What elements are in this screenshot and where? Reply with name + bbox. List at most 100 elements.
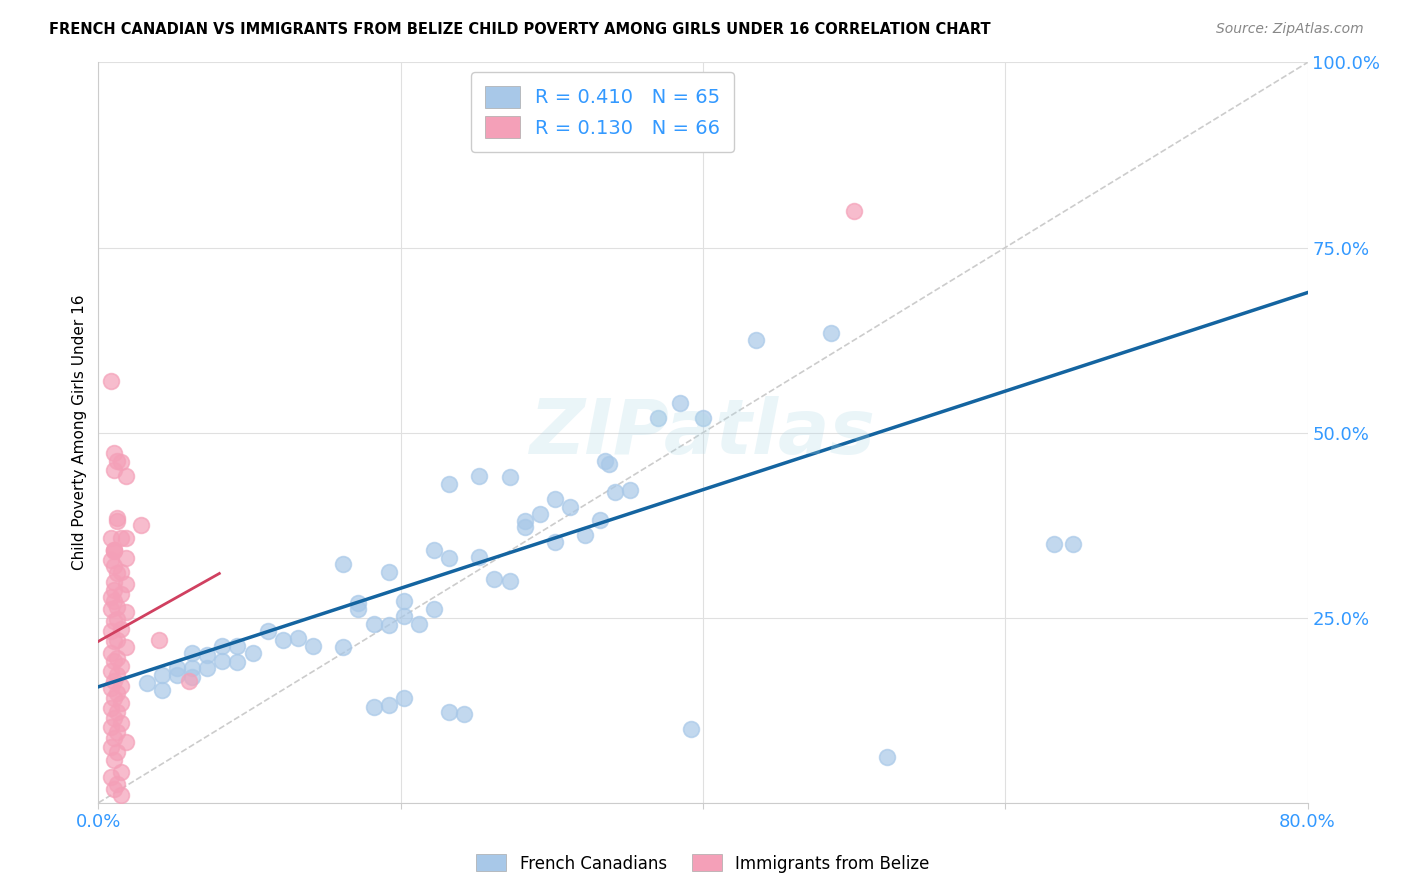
Point xyxy=(105,725,128,739)
Point xyxy=(593,454,616,468)
Point xyxy=(100,701,122,715)
Point xyxy=(105,668,128,682)
Point xyxy=(103,558,125,573)
Point xyxy=(100,553,122,567)
Point xyxy=(392,609,415,624)
Point xyxy=(105,777,128,791)
Point xyxy=(256,624,278,638)
Point xyxy=(114,577,136,591)
Point xyxy=(211,639,233,653)
Point xyxy=(226,655,249,669)
Point xyxy=(195,648,218,662)
Point xyxy=(271,632,294,647)
Point xyxy=(100,590,122,604)
Point xyxy=(377,698,399,712)
Point xyxy=(513,520,536,534)
Point xyxy=(1042,537,1064,551)
Point xyxy=(105,454,128,468)
Point xyxy=(105,510,128,524)
Point xyxy=(423,602,446,616)
Point xyxy=(593,76,616,90)
Point xyxy=(437,477,460,491)
Point xyxy=(876,750,898,764)
Point xyxy=(332,558,354,572)
Point xyxy=(110,789,132,803)
Y-axis label: Child Poverty Among Girls Under 16: Child Poverty Among Girls Under 16 xyxy=(72,295,87,570)
Point xyxy=(166,668,188,682)
Point xyxy=(100,720,122,734)
Point xyxy=(468,468,491,483)
Point xyxy=(408,616,430,631)
Point xyxy=(148,632,170,647)
Point xyxy=(558,500,581,514)
Point xyxy=(100,646,122,660)
Point xyxy=(100,531,122,545)
Point xyxy=(110,658,132,673)
Point xyxy=(589,513,612,527)
Point xyxy=(423,542,446,557)
Point xyxy=(103,575,125,590)
Point xyxy=(103,542,125,557)
Point xyxy=(544,492,567,507)
Point xyxy=(110,679,132,693)
Point xyxy=(114,640,136,655)
Legend: French Canadians, Immigrants from Belize: French Canadians, Immigrants from Belize xyxy=(470,847,936,880)
Point xyxy=(437,551,460,566)
Point xyxy=(103,711,125,725)
Point xyxy=(105,632,128,647)
Point xyxy=(105,686,128,700)
Text: ZIPatlas: ZIPatlas xyxy=(530,396,876,469)
Point xyxy=(103,782,125,797)
Point xyxy=(302,639,325,653)
Point xyxy=(105,566,128,581)
Point xyxy=(181,670,204,684)
Point xyxy=(103,654,125,668)
Point xyxy=(114,605,136,619)
Point xyxy=(103,582,125,597)
Point xyxy=(242,646,264,660)
Point xyxy=(100,770,122,784)
Point xyxy=(181,646,204,660)
Point xyxy=(498,470,520,484)
Point xyxy=(468,549,491,564)
Legend: R = 0.410   N = 65, R = 0.130   N = 66: R = 0.410 N = 65, R = 0.130 N = 66 xyxy=(471,72,734,152)
Point xyxy=(195,661,218,675)
Point xyxy=(598,457,620,471)
Point xyxy=(437,706,460,720)
Point xyxy=(484,572,506,586)
Point xyxy=(377,565,399,579)
Point xyxy=(103,594,125,608)
Point xyxy=(103,634,125,648)
Point xyxy=(647,410,669,425)
Point xyxy=(129,518,152,533)
Point xyxy=(110,455,132,469)
Point xyxy=(100,374,122,388)
Point xyxy=(103,462,125,476)
Point xyxy=(392,594,415,608)
Point xyxy=(103,446,125,460)
Point xyxy=(103,544,125,558)
Point xyxy=(181,661,204,675)
Point xyxy=(679,722,702,736)
Point xyxy=(745,333,768,347)
Point xyxy=(513,515,536,529)
Point xyxy=(498,574,520,588)
Point xyxy=(135,676,157,690)
Point xyxy=(363,699,385,714)
Point xyxy=(110,715,132,730)
Point xyxy=(392,690,415,705)
Point xyxy=(692,410,714,425)
Point xyxy=(100,624,122,638)
Point xyxy=(110,696,132,710)
Point xyxy=(820,326,842,340)
Point xyxy=(377,618,399,632)
Point xyxy=(100,664,122,678)
Point xyxy=(103,615,125,629)
Point xyxy=(1062,537,1084,551)
Point xyxy=(110,531,132,545)
Point xyxy=(529,507,551,521)
Point xyxy=(544,535,567,549)
Point xyxy=(100,602,122,616)
Point xyxy=(110,565,132,579)
Point xyxy=(363,616,385,631)
